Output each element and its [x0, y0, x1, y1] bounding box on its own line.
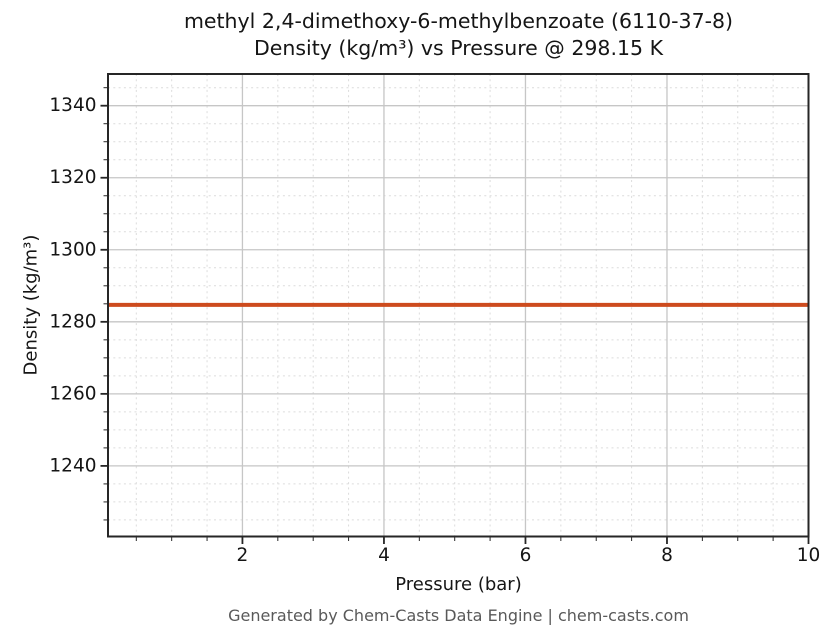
x-axis-label: Pressure (bar)	[395, 574, 522, 595]
chart-title: methyl 2,4-dimethoxy-6-methylbenzoate (6…	[108, 8, 809, 62]
x-tick-label: 10	[797, 545, 821, 566]
plot-border	[107, 73, 810, 538]
y-tick-label: 1280	[49, 311, 96, 332]
x-tick-label: 2	[237, 545, 249, 566]
x-tick-label: 4	[378, 545, 390, 566]
x-tick-label: 6	[520, 545, 532, 566]
y-tick-label: 1340	[49, 95, 96, 116]
x-tick-label: 8	[661, 545, 673, 566]
y-tick-label: 1300	[49, 239, 96, 260]
chart-title-line2: Density (kg/m³) vs Pressure @ 298.15 K	[253, 36, 664, 60]
chart-title-line1: methyl 2,4-dimethoxy-6-methylbenzoate (6…	[183, 9, 734, 33]
y-tick-label: 1240	[49, 455, 96, 476]
y-tick-label: 1260	[49, 383, 96, 404]
y-tick-label: 1320	[49, 167, 96, 188]
footer-credit: Generated by Chem-Casts Data Engine | ch…	[228, 606, 689, 625]
